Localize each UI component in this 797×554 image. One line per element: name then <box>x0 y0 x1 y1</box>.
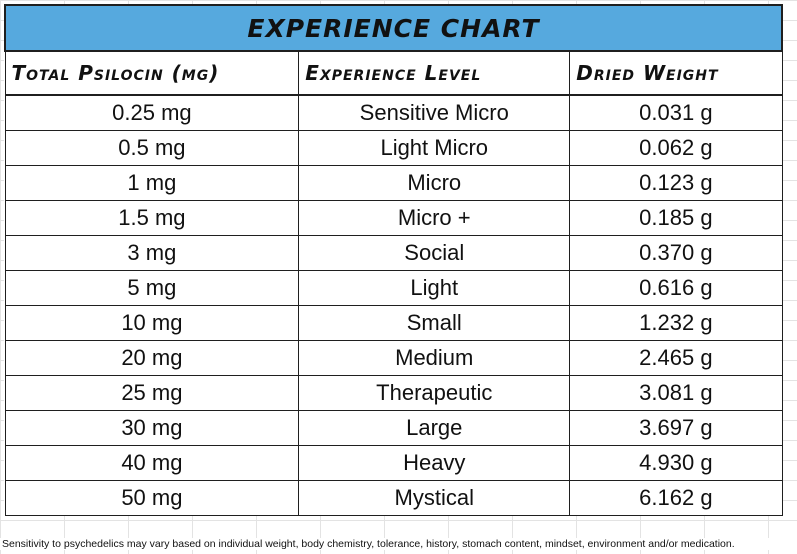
dried-weight-cell: 3.081 g <box>569 375 783 411</box>
experience-level-cell: Medium <box>298 340 571 376</box>
experience-level-cell: Sensitive Micro <box>298 94 571 131</box>
table-row: 1 mg Micro 0.123 g <box>4 165 783 201</box>
dried-weight-cell: 3.697 g <box>569 410 783 446</box>
psilocin-cell: 1.5 mg <box>4 200 300 236</box>
table-row: 25 mg Therapeutic 3.081 g <box>4 375 783 411</box>
psilocin-cell: 5 mg <box>4 270 300 306</box>
psilocin-cell: 20 mg <box>4 340 300 376</box>
table-row: 50 mg Mystical 6.162 g <box>4 480 783 516</box>
psilocin-cell: 50 mg <box>4 480 300 516</box>
psilocin-cell: 30 mg <box>4 410 300 446</box>
experience-level-cell: Heavy <box>298 445 571 481</box>
psilocin-cell: 25 mg <box>4 375 300 411</box>
header-dried-weight: Dried Weight <box>569 50 783 96</box>
table-row: 3 mg Social 0.370 g <box>4 235 783 271</box>
dried-weight-cell: 0.185 g <box>569 200 783 236</box>
psilocin-cell: 10 mg <box>4 305 300 341</box>
experience-level-cell: Micro + <box>298 200 571 236</box>
table-row: 30 mg Large 3.697 g <box>4 410 783 446</box>
table-row: 40 mg Heavy 4.930 g <box>4 445 783 481</box>
dried-weight-cell: 0.123 g <box>569 165 783 201</box>
experience-level-cell: Large <box>298 410 571 446</box>
dried-weight-cell: 6.162 g <box>569 480 783 516</box>
experience-level-cell: Micro <box>298 165 571 201</box>
dried-weight-cell: 0.370 g <box>569 235 783 271</box>
dried-weight-cell: 1.232 g <box>569 305 783 341</box>
experience-level-cell: Mystical <box>298 480 571 516</box>
header-experience-level: Experience Level <box>298 50 571 96</box>
table-row: 0.25 mg Sensitive Micro 0.031 g <box>4 94 783 131</box>
psilocin-cell: 3 mg <box>4 235 300 271</box>
psilocin-cell: 0.5 mg <box>4 130 300 166</box>
experience-level-cell: Light Micro <box>298 130 571 166</box>
experience-level-cell: Small <box>298 305 571 341</box>
table-row: 0.5 mg Light Micro 0.062 g <box>4 130 783 166</box>
chart-title: EXPERIENCE CHART <box>4 4 783 52</box>
table-row: 20 mg Medium 2.465 g <box>4 340 783 376</box>
title-row: EXPERIENCE CHART <box>4 4 783 52</box>
experience-chart-table: EXPERIENCE CHART Total Psilocin (mg) Exp… <box>4 4 783 516</box>
dried-weight-cell: 0.616 g <box>569 270 783 306</box>
psilocin-cell: 40 mg <box>4 445 300 481</box>
psilocin-cell: 0.25 mg <box>4 94 300 131</box>
table-row: 5 mg Light 0.616 g <box>4 270 783 306</box>
dried-weight-cell: 0.062 g <box>569 130 783 166</box>
header-row: Total Psilocin (mg) Experience Level Dri… <box>4 50 783 96</box>
experience-level-cell: Light <box>298 270 571 306</box>
table-row: 10 mg Small 1.232 g <box>4 305 783 341</box>
dried-weight-cell: 2.465 g <box>569 340 783 376</box>
table-row: 1.5 mg Micro + 0.185 g <box>4 200 783 236</box>
experience-level-cell: Therapeutic <box>298 375 571 411</box>
experience-level-cell: Social <box>298 235 571 271</box>
dried-weight-cell: 0.031 g <box>569 94 783 131</box>
psilocin-cell: 1 mg <box>4 165 300 201</box>
header-total-psilocin: Total Psilocin (mg) <box>4 50 300 96</box>
sensitivity-footnote: Sensitivity to psychedelics may vary bas… <box>0 538 797 550</box>
dried-weight-cell: 4.930 g <box>569 445 783 481</box>
